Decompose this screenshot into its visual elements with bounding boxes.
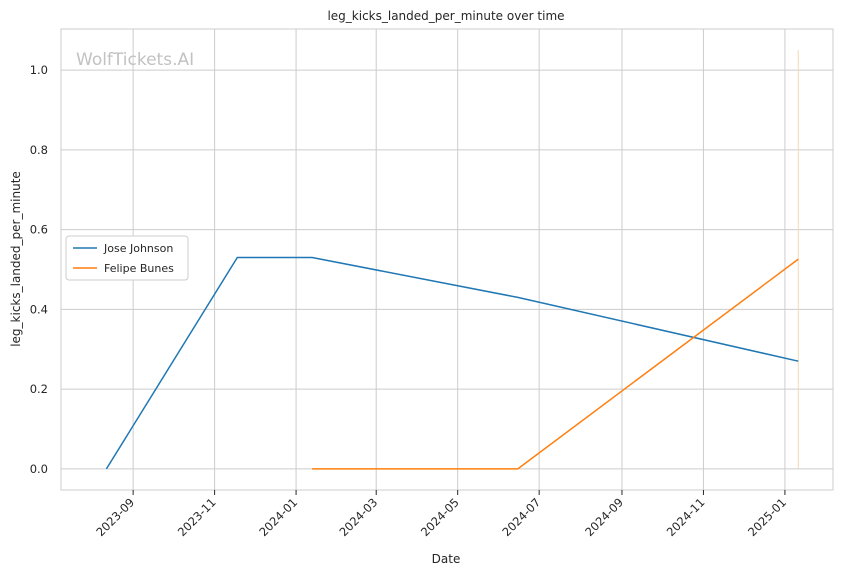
x-axis-ticks: 2023-09 2023-11 2024-01 2024-03 2024-05 2024-…	[93, 490, 789, 539]
x-axis-label: Date	[432, 552, 461, 566]
legend-label-felipe-bunes: Felipe Bunes	[104, 262, 174, 275]
x-tick-label: 2023-09	[93, 495, 137, 539]
legend-box	[65, 235, 189, 281]
series-lines	[105, 256, 799, 470]
x-tick-label: 2024-07	[499, 495, 543, 539]
y-axis-label: leg_kicks_landed_per_minute	[9, 171, 23, 347]
y-tick-label: 1.0	[30, 63, 48, 77]
chart-title: leg_kicks_landed_per_minute over time	[327, 9, 564, 23]
x-tick-label: 2024-11	[664, 495, 708, 539]
x-tick-label: 2024-03	[336, 495, 380, 539]
y-tick-label: 0.2	[30, 382, 48, 396]
y-axis-ticks: 0.0 0.2 0.4 0.6 0.8 1.0	[30, 63, 48, 476]
y-tick-label: 0.8	[30, 143, 48, 157]
y-tick-label: 0.0	[30, 462, 48, 476]
legend-label-jose-johnson: Jose Johnson	[103, 242, 173, 255]
y-tick-label: 0.6	[30, 223, 48, 237]
series-line-jose-johnson	[105, 256, 799, 470]
x-tick-label: 2024-09	[582, 495, 626, 539]
x-tick-label: 2025-01	[745, 495, 789, 539]
plot-area	[60, 28, 834, 491]
x-tick-label: 2024-01	[256, 495, 300, 539]
y-tick-label: 0.4	[30, 302, 48, 316]
x-tick-label: 2023-11	[175, 495, 219, 539]
watermark: WolfTickets.AI	[76, 50, 194, 70]
x-tick-label: 2024-05	[418, 495, 462, 539]
series-line-felipe-bunes	[312, 258, 799, 470]
legend: Jose Johnson Felipe Bunes	[65, 235, 189, 281]
